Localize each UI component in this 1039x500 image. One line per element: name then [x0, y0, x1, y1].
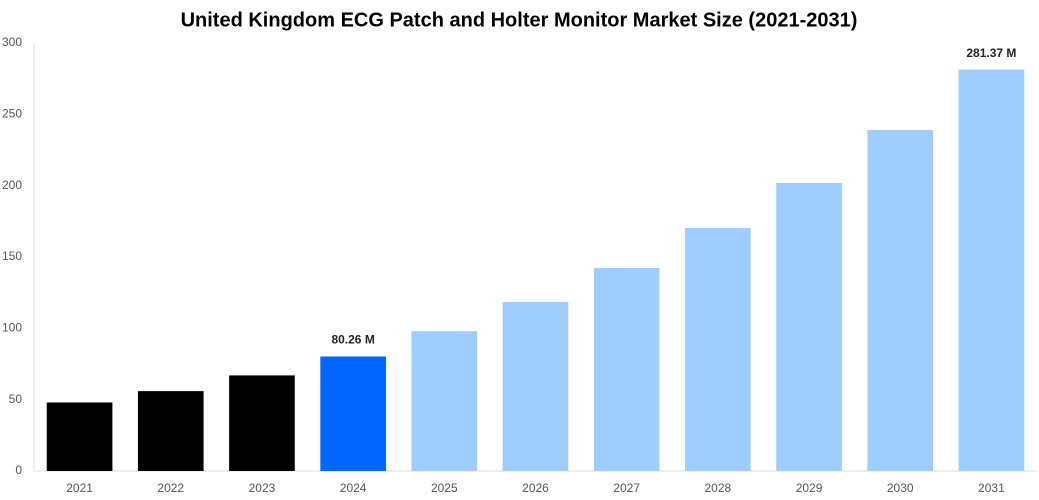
- x-tick-label: 2031: [978, 481, 1005, 495]
- x-tick-label: 2029: [796, 481, 823, 495]
- bar: [867, 130, 934, 471]
- bar: [320, 356, 386, 471]
- x-tick-label: 2028: [705, 481, 732, 495]
- bar: [46, 402, 113, 471]
- x-tick-label: 2026: [522, 481, 549, 495]
- y-tick-label: 200: [2, 178, 22, 192]
- value-label: 281.37 M: [966, 46, 1016, 60]
- bar: [685, 228, 751, 471]
- value-label: 80.26 M: [331, 333, 374, 347]
- bar: [411, 331, 478, 471]
- x-tick-label: 2025: [431, 481, 458, 495]
- y-tick-label: 150: [2, 249, 22, 263]
- bar: [776, 182, 842, 471]
- bar: [502, 301, 569, 471]
- y-tick-label: 250: [2, 107, 22, 121]
- x-tick-label: 2023: [249, 481, 276, 495]
- bar: [958, 69, 1025, 471]
- x-tick-label: 2030: [887, 481, 914, 495]
- bar: [593, 267, 660, 471]
- y-tick-label: 0: [15, 463, 22, 477]
- x-tick-label: 2021: [66, 481, 93, 495]
- y-tick-label: 50: [9, 392, 23, 406]
- bar: [137, 391, 204, 471]
- y-tick-label: 100: [2, 321, 22, 335]
- x-tick-label: 2022: [157, 481, 184, 495]
- chart-title: United Kingdom ECG Patch and Holter Moni…: [181, 9, 858, 31]
- x-tick-label: 2024: [340, 481, 367, 495]
- bar: [229, 375, 295, 471]
- x-tick-label: 2027: [613, 481, 640, 495]
- y-tick-label: 300: [2, 35, 22, 49]
